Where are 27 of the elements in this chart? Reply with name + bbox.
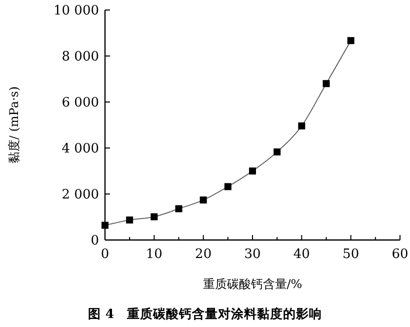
point	[126, 216, 134, 224]
y-tick-label: 10 000	[54, 4, 99, 18]
x-axis-title: 重质碳酸钙含量/%	[202, 277, 302, 291]
x-tick-label: 0	[100, 247, 110, 262]
x-tick-label: 30	[244, 247, 261, 262]
point	[175, 205, 182, 212]
x-tick-label: 10	[146, 247, 162, 262]
x-tick-label: 60	[392, 247, 408, 262]
y-tick-label: 2 000	[62, 188, 99, 202]
point	[274, 148, 281, 156]
point	[200, 196, 207, 204]
point	[249, 168, 256, 174]
text: 图 4 重质碳酸钙含量对涂料黏度的影响	[88, 306, 322, 321]
x-tick-label: 20	[195, 247, 212, 262]
y-tick-label: 6 000	[62, 96, 99, 110]
x-tick-label: 50	[342, 247, 360, 262]
point	[102, 222, 108, 229]
x-tick-label: 40	[293, 247, 310, 262]
y-axis-title: 黏度/ (mPa·s)	[7, 86, 21, 164]
point	[150, 213, 158, 220]
point	[347, 37, 354, 44]
y-tick-label: 8 000	[62, 50, 99, 64]
y-tick-label: 0	[90, 234, 99, 248]
point	[298, 122, 306, 130]
point	[224, 183, 232, 190]
point	[322, 80, 330, 88]
y-tick-label: 4 000	[62, 142, 99, 156]
